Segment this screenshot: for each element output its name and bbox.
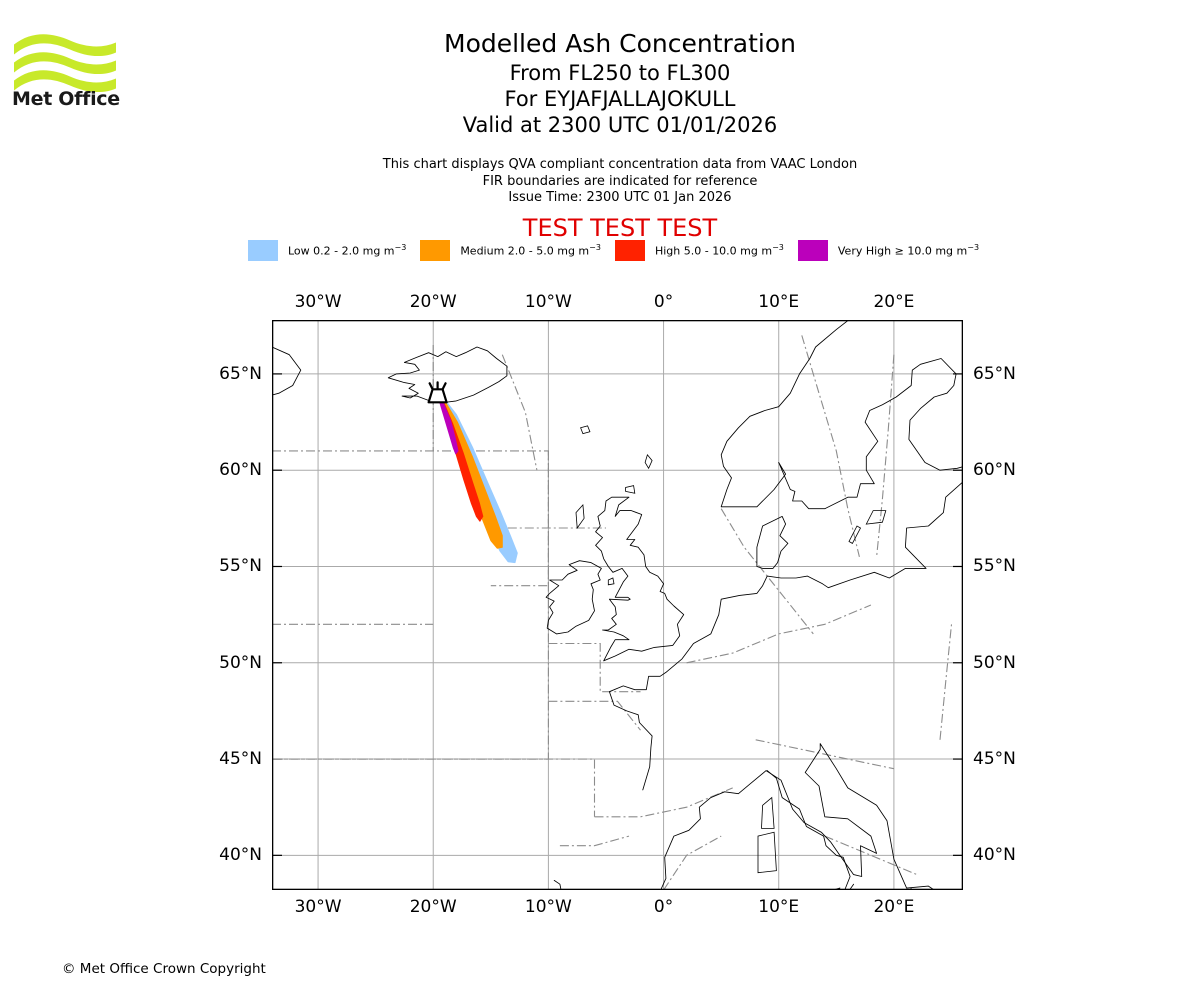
volcano-cone [427, 388, 448, 404]
fir-boundary-line [490, 450, 549, 587]
fir-boundary-line [548, 700, 641, 731]
lon-tick-top-20°W: 20°W [409, 292, 457, 312]
title-flight-levels: From FL250 to FL300 [509, 61, 731, 85]
lat-tick-right-40°N: 40°N [973, 845, 1016, 866]
island-outline [625, 485, 636, 494]
volcano-marker [427, 381, 448, 404]
test-banner: TEST TEST TEST [522, 214, 718, 242]
fir-boundary-line [548, 642, 641, 693]
fir-boundary-line [559, 835, 630, 847]
chart-title-block: Modelled Ash Concentration From FL250 to… [180, 28, 1060, 138]
coastline-path [766, 770, 855, 890]
volcano-eruption-line [428, 382, 434, 391]
fir-boundary-line [686, 604, 872, 664]
fir-boundary-line [801, 335, 860, 558]
ash-concentration-map [272, 320, 963, 890]
lat-tick-left-40°N: 40°N [219, 845, 262, 866]
lon-tick-top-30°W: 30°W [294, 292, 342, 312]
lon-tick-top-10°W: 10°W [524, 292, 572, 312]
fir-boundary-line [594, 787, 733, 818]
map-background [272, 320, 963, 890]
lon-tick-top-20°E: 20°E [873, 292, 915, 312]
coastline-path [387, 346, 508, 404]
coastline-path [553, 743, 935, 890]
lon-tick-top-10°E: 10°E [758, 292, 800, 312]
coastline-path [595, 496, 685, 662]
subtitle-fir-note: FIR boundaries are indicated for referen… [482, 173, 758, 189]
legend-label-medium: Medium 2.0 - 5.0 mg m−3 [460, 242, 601, 258]
coastline-path [272, 346, 302, 396]
copyright-footer: © Met Office Crown Copyright [62, 961, 266, 977]
lat-tick-left-60°N: 60°N [219, 460, 262, 481]
fir-boundary-line [876, 354, 895, 557]
ash-plume [435, 397, 518, 564]
coastline-path [756, 515, 789, 569]
legend-swatch-very-high [797, 239, 828, 261]
map-frame [272, 320, 963, 890]
coastline-path [545, 560, 602, 635]
island-outline [644, 453, 653, 470]
lat-tick-left-45°N: 45°N [219, 749, 262, 770]
island-outline [580, 425, 591, 435]
lon-tick-bottom-20°E: 20°E [873, 897, 915, 917]
subtitle-qva-note: This chart displays QVA compliant concen… [382, 157, 858, 172]
volcano-icon [427, 381, 448, 404]
met-office-logo [14, 34, 116, 93]
subtitle-issue-time: Issue Time: 2300 UTC 01 Jan 2026 [508, 190, 732, 205]
legend-item-medium: Medium 2.0 - 5.0 mg m−3 [420, 239, 601, 261]
lat-tick-right-65°N: 65°N [973, 363, 1016, 384]
fir-boundary-line [501, 354, 538, 471]
lat-tick-right-50°N: 50°N [973, 652, 1016, 673]
island-outline [848, 525, 862, 544]
logo-waves [14, 34, 116, 93]
lon-tick-bottom-0°: 0° [653, 897, 674, 917]
lon-tick-bottom-30°W: 30°W [294, 897, 342, 917]
fir-boundary-line [755, 739, 895, 770]
fir-boundary-line [663, 835, 722, 890]
page-title: Modelled Ash Concentration [444, 29, 796, 58]
legend-item-low: Low 0.2 - 2.0 mg m−3 [248, 239, 407, 261]
title-volcano-name: For EYJAFJALLAJOKULL [504, 87, 736, 111]
island-outline [761, 796, 775, 829]
coastlines [272, 320, 963, 890]
fir-boundaries [272, 335, 953, 890]
legend-item-high: High 5.0 - 10.0 mg m−3 [614, 239, 784, 261]
island-outline [865, 510, 887, 525]
met-office-wordmark: Met Office [12, 88, 120, 110]
lat-tick-right-55°N: 55°N [973, 556, 1016, 577]
coastline-path [608, 481, 963, 791]
legend-swatch-medium [420, 239, 451, 261]
coastline-path [720, 320, 963, 510]
island-outline [607, 577, 615, 586]
lat-tick-right-60°N: 60°N [973, 460, 1016, 481]
legend-item-very-high: Very High ≥ 10.0 mg m−3 [797, 239, 980, 261]
island-outline [575, 503, 585, 530]
concentration-legend: Low 0.2 - 2.0 mg m−3 Medium 2.0 - 5.0 mg … [248, 238, 998, 262]
legend-label-low: Low 0.2 - 2.0 mg m−3 [288, 242, 407, 258]
map-gridlines [272, 320, 963, 890]
lat-tick-left-55°N: 55°N [219, 556, 262, 577]
lat-tick-left-50°N: 50°N [219, 652, 262, 673]
legend-label-high: High 5.0 - 10.0 mg m−3 [654, 242, 784, 258]
lon-tick-bottom-10°W: 10°W [524, 897, 572, 917]
island-outline [757, 831, 777, 874]
volcano-eruption-line [441, 382, 447, 391]
legend-swatch-low [248, 239, 278, 261]
lat-tick-left-65°N: 65°N [219, 363, 262, 384]
lat-tick-right-45°N: 45°N [973, 749, 1016, 770]
plume-contour-very-high [436, 399, 459, 455]
chart-subtitle-block: This chart displays QVA compliant concen… [180, 157, 1060, 207]
legend-label-very-high: Very High ≥ 10.0 mg m−3 [837, 242, 980, 258]
lon-tick-bottom-10°E: 10°E [758, 897, 800, 917]
map-container: 30°W 30°W 20°W 20°W 10°W 10°W 0° 0° 10°E 10°E 20°E… [219, 292, 1016, 917]
fir-boundary-line [272, 758, 596, 817]
lon-tick-bottom-20°W: 20°W [409, 897, 457, 917]
title-valid-time: Valid at 2300 UTC 01/01/2026 [462, 113, 778, 137]
legend-swatch-high [614, 239, 645, 261]
fir-boundary-line [939, 624, 953, 740]
lon-tick-top-0°: 0° [653, 292, 674, 312]
